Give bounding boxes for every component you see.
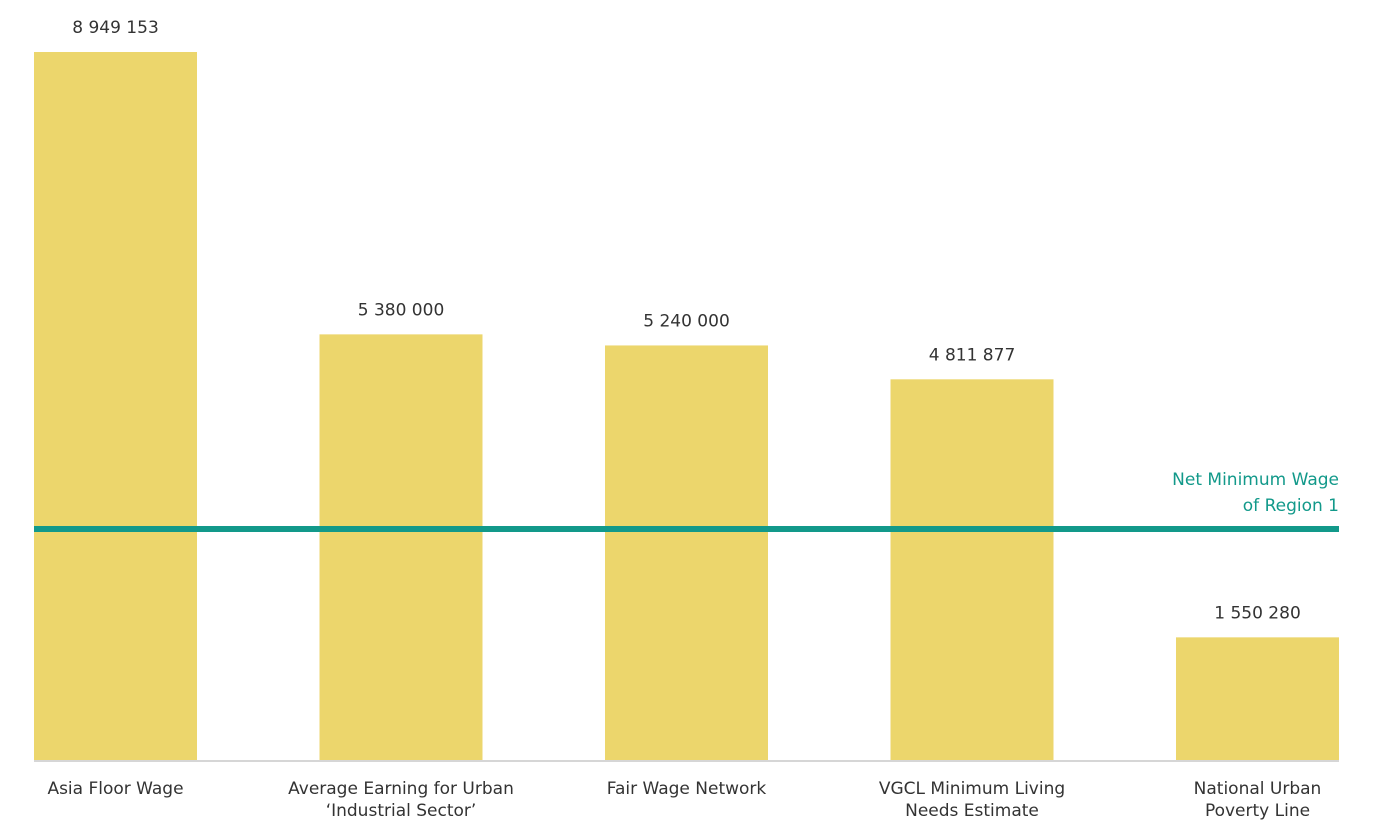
bar	[605, 345, 768, 760]
reference-line-label: of Region 1	[1243, 496, 1339, 516]
value-label: 1 550 280	[1214, 603, 1301, 623]
category-label: ‘Industrial Sector’	[326, 801, 477, 821]
bar	[890, 379, 1054, 760]
category-label: Poverty Line	[1205, 801, 1310, 821]
category-label: Average Earning for Urban	[288, 779, 514, 799]
bar	[34, 52, 197, 760]
category-label: Needs Estimate	[905, 801, 1039, 821]
bar	[1176, 637, 1339, 760]
category-label: National Urban	[1194, 779, 1322, 799]
reference-line-label: Net Minimum Wage	[1172, 470, 1339, 490]
value-label: 5 240 000	[643, 311, 730, 331]
value-label: 8 949 153	[72, 18, 159, 38]
bar	[319, 334, 483, 760]
value-label: 5 380 000	[358, 300, 445, 320]
category-label: Asia Floor Wage	[47, 779, 183, 799]
category-label: Fair Wage Network	[607, 779, 767, 799]
value-label: 4 811 877	[929, 345, 1016, 365]
category-label: VGCL Minimum Living	[879, 779, 1065, 799]
